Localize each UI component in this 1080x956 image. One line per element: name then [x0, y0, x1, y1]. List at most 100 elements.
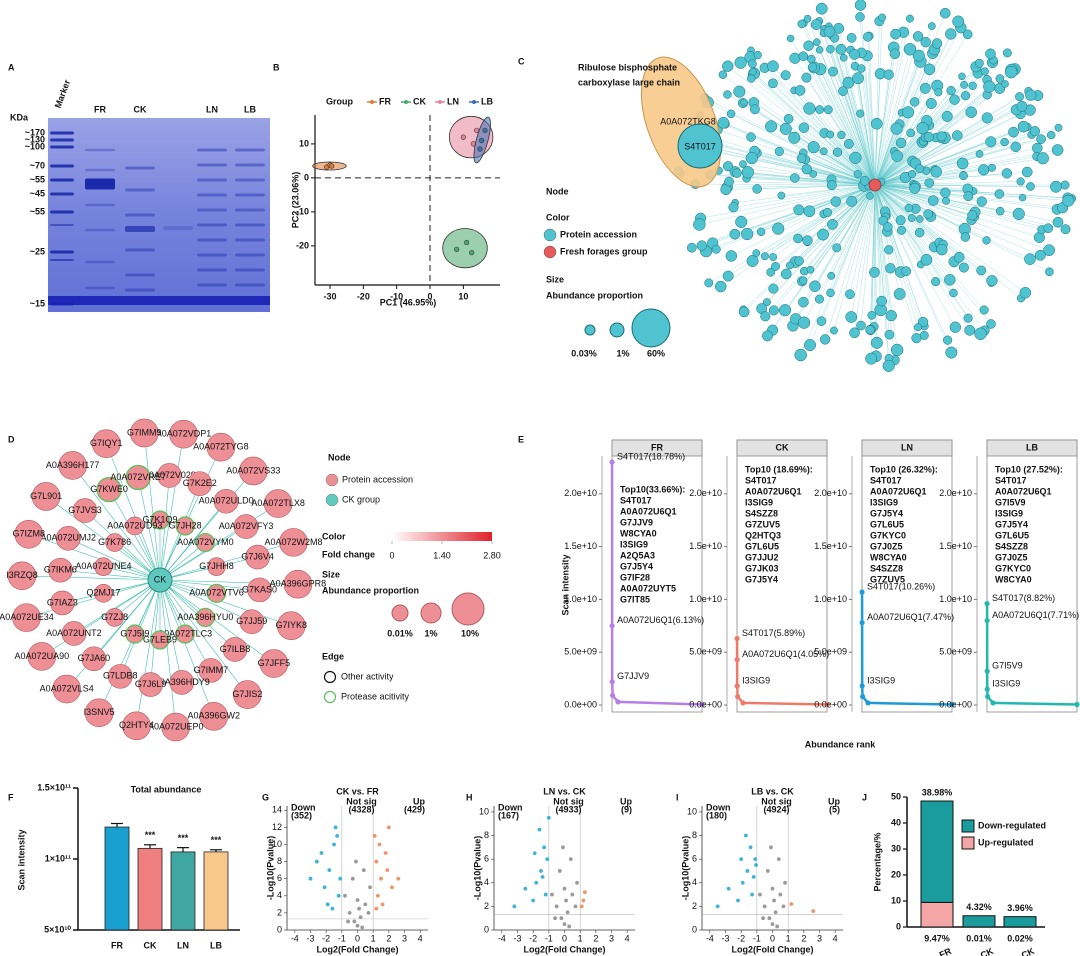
- significance-label: ***: [178, 833, 189, 843]
- legend-heading: Abundance proportion: [546, 290, 643, 300]
- top10-item: G7JJV9: [620, 517, 653, 527]
- network-node: [752, 184, 762, 194]
- x-tick-label: -1: [753, 933, 761, 943]
- network-node: [741, 227, 754, 241]
- network-edge: [159, 579, 275, 664]
- network-edge: [874, 106, 1023, 186]
- network-node: [7, 561, 37, 591]
- network-node: [907, 214, 916, 222]
- volcano-point: [750, 892, 755, 897]
- node-label: G7LEB9: [143, 634, 177, 644]
- top10-item: G7KYC0: [995, 563, 1031, 573]
- y-tick-label: 2.0e+10: [689, 488, 722, 498]
- x-tick-label: -10: [390, 291, 403, 301]
- network-node: [704, 278, 714, 288]
- volcano-point: [751, 874, 756, 879]
- volcano-point: [333, 825, 338, 830]
- network-node: [27, 642, 57, 671]
- network-node: [187, 471, 213, 496]
- y-tick-label: 14: [272, 805, 282, 815]
- network-edge: [874, 184, 881, 310]
- top10-item: Q2HTQ3: [745, 530, 781, 540]
- x-tick-label: -4: [498, 933, 506, 943]
- volcano-point: [579, 904, 584, 909]
- point-label: A0A072U6Q1(7.71%): [992, 610, 1079, 620]
- volcano-point: [789, 902, 794, 906]
- network-node: [1000, 137, 1009, 147]
- network-node: [878, 13, 887, 22]
- network-edge: [849, 184, 876, 295]
- volcano-point: [762, 904, 767, 909]
- network-node: [794, 85, 806, 96]
- volcano-point: [561, 845, 565, 850]
- network-edge: [874, 171, 1028, 186]
- gel-band: [50, 259, 74, 261]
- rank-point: [984, 617, 990, 624]
- gel-band: [235, 193, 265, 197]
- node-label: A0A072UEP0: [148, 721, 204, 731]
- network-node: [1036, 134, 1046, 144]
- gel-band: [85, 228, 115, 232]
- network-node: [125, 516, 145, 536]
- network-node: [819, 147, 828, 156]
- gel-band: [85, 203, 115, 207]
- network-node: [927, 195, 939, 206]
- network-node: [916, 215, 924, 223]
- legend-label: Protein accession: [342, 474, 413, 484]
- legend-label: 1%: [424, 628, 437, 638]
- network-node: [61, 621, 87, 646]
- network-node: [768, 78, 778, 89]
- network-node: [48, 557, 73, 583]
- network-node: [122, 711, 151, 741]
- top10-title: Top10(33.66%):: [620, 484, 685, 494]
- node-label: A0A072VYM0: [177, 537, 234, 547]
- network-node: [207, 557, 226, 576]
- y-tick-label: 2: [277, 907, 282, 917]
- network-node: [849, 151, 862, 164]
- node-label: A0A072ULD0: [199, 496, 254, 506]
- top10-item: A0A072U6Q1: [745, 486, 802, 496]
- facet-title: LB: [1026, 442, 1038, 452]
- network-node: [722, 161, 734, 172]
- network-node: [964, 324, 976, 336]
- network-node: [949, 288, 958, 298]
- network-node: [762, 330, 773, 342]
- node-label: G7ILB8: [220, 644, 251, 654]
- gel-band: [125, 213, 155, 217]
- top10-item: G7JJU2: [745, 552, 779, 562]
- network-node: [891, 150, 904, 162]
- legend-label: CK: [413, 96, 426, 106]
- y-tick-label: 5.0e+09: [814, 647, 847, 657]
- network-node: [927, 22, 936, 30]
- annotation-count: (4328): [348, 804, 374, 814]
- network-node: [1050, 180, 1062, 193]
- network-edge: [874, 184, 1050, 251]
- legend-label: 0.01%: [387, 628, 413, 638]
- value-label: 4.32%: [966, 902, 992, 912]
- network-node: [1015, 92, 1024, 102]
- network-node: [774, 146, 784, 157]
- volcano-point: [361, 868, 366, 873]
- y-axis-label: -Log10(Pvalue): [680, 836, 690, 901]
- volcano-point: [377, 842, 382, 847]
- network-node: [239, 609, 265, 635]
- network-node: [846, 33, 857, 43]
- network-edge: [874, 49, 911, 186]
- network-edge: [45, 496, 161, 581]
- volcano-point: [740, 880, 745, 885]
- top10-item: S4SZZ8: [995, 541, 1028, 551]
- network-node: [717, 116, 730, 129]
- top10-item: G7IF28: [620, 572, 650, 582]
- node-label: A0A072VRE7: [110, 472, 166, 482]
- network-edge: [98, 579, 161, 713]
- top10-item: S4SZZ8: [745, 508, 778, 518]
- rank-point: [824, 701, 830, 708]
- y-tick-label: 20: [891, 869, 901, 879]
- network-edge: [829, 31, 876, 186]
- top10-item: G7L6U5: [745, 541, 779, 551]
- network-edge: [750, 136, 876, 186]
- network-edge: [741, 184, 876, 223]
- network-edge: [159, 579, 252, 622]
- network-node: [1016, 100, 1028, 112]
